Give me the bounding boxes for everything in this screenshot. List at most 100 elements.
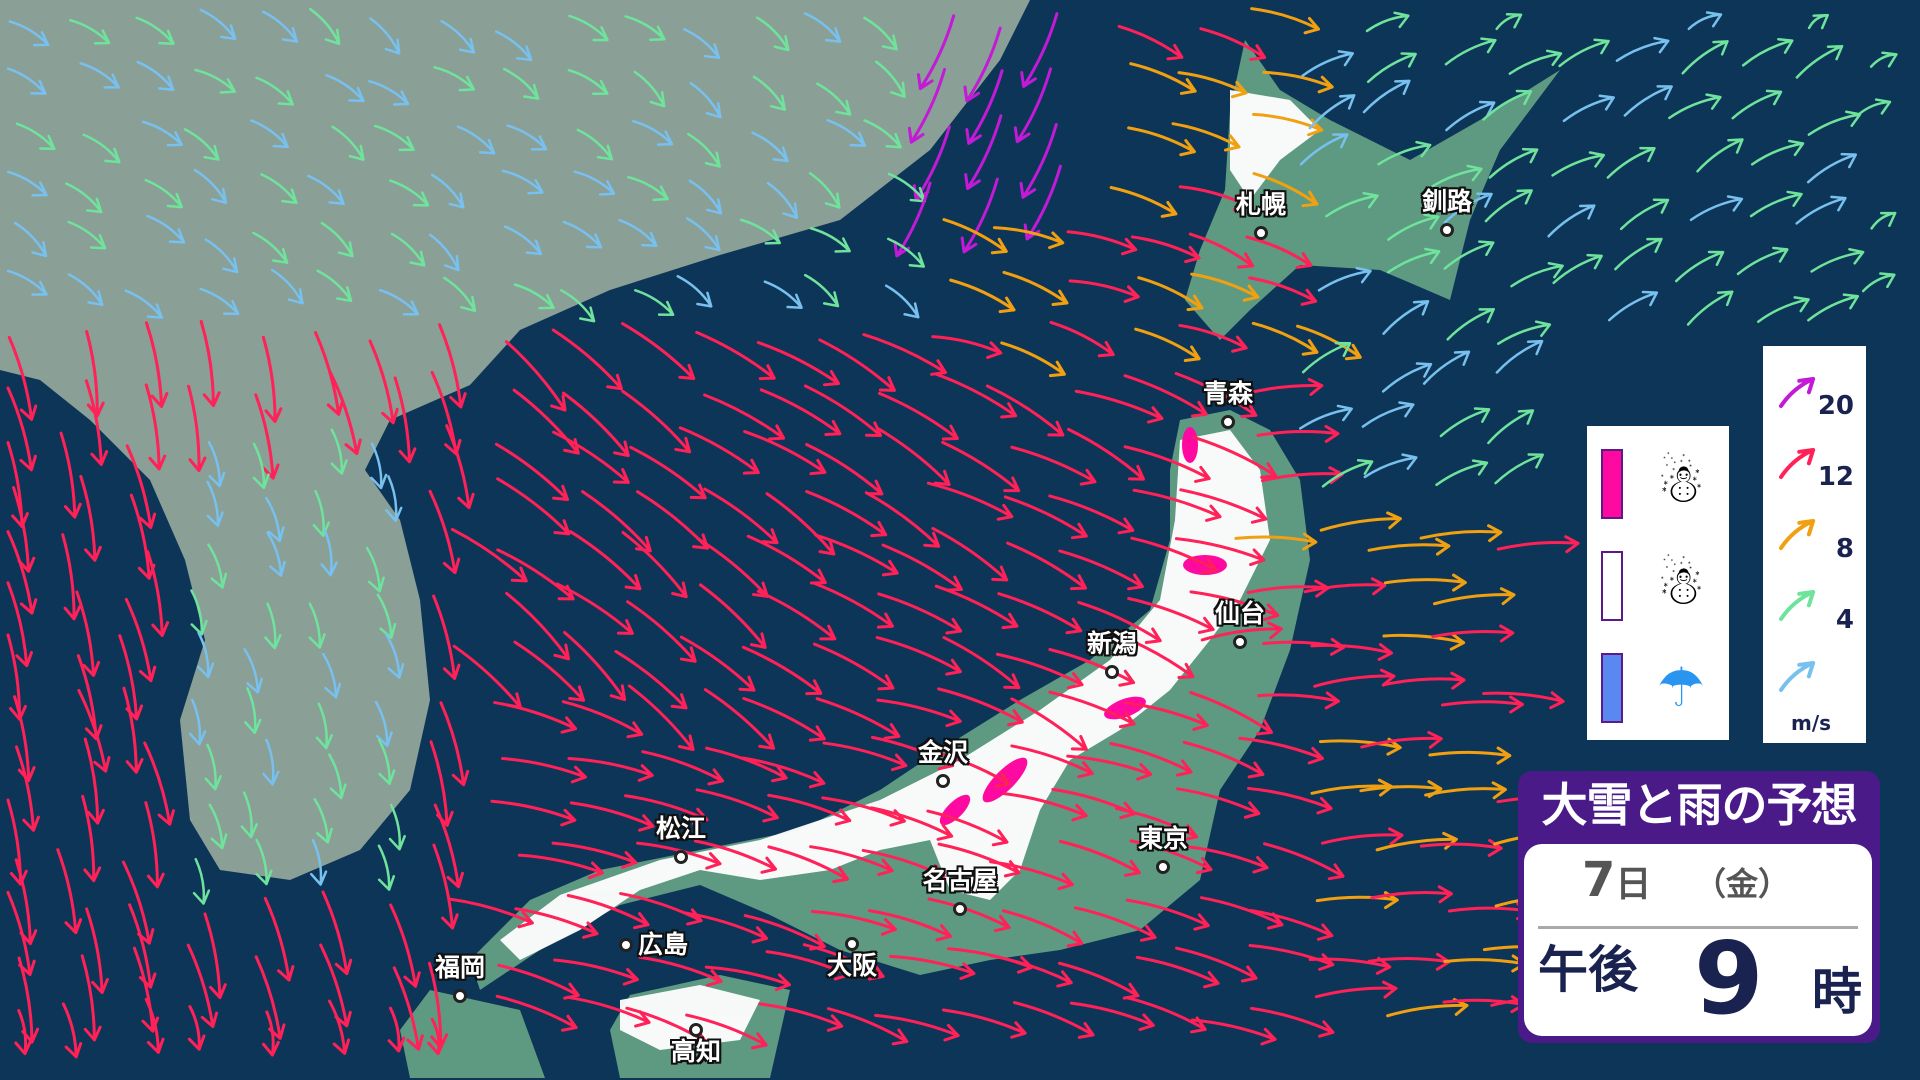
wind-arrow: [1299, 404, 1353, 430]
wind-arrow: [809, 226, 851, 253]
snow-swatch: [1601, 551, 1623, 621]
wind-arrow: [6, 441, 29, 528]
wind-arrow: [260, 173, 298, 205]
wind-arrow: [1137, 276, 1204, 312]
wind-arrow: [6, 269, 48, 296]
wind-arrow: [193, 168, 228, 204]
wind-arrow: [1247, 786, 1333, 815]
wind-arrow: [1807, 293, 1860, 322]
city-label: 名古屋: [922, 866, 998, 895]
wind-arrow: [309, 7, 341, 46]
wind-arrow: [1200, 621, 1283, 642]
wind-arrow: [370, 442, 388, 490]
wind-arrow: [365, 546, 385, 593]
wind-arrow: [826, 119, 867, 147]
city-label: 大阪: [826, 951, 878, 980]
wind-arrow: [1238, 736, 1324, 765]
wind-arrow: [207, 441, 226, 488]
wind-arrow: [1861, 272, 1896, 293]
wind-arrow: [566, 894, 650, 930]
wind-arrow: [1174, 537, 1266, 567]
wind-arrow: [136, 60, 175, 91]
kyushu: [400, 990, 545, 1078]
wind-arrow: [1497, 320, 1552, 345]
wind-arrow: [432, 843, 459, 930]
wind-arrow: [1123, 445, 1211, 483]
wind-arrow: [803, 12, 842, 43]
wind-arrow: [494, 30, 533, 62]
wind-arrow: [118, 634, 144, 721]
wind-arrow: [812, 581, 894, 629]
wind-arrow: [695, 330, 776, 381]
wind-arrow: [1689, 195, 1744, 222]
wind-arrow: [1013, 67, 1053, 144]
wind-arrow: [1487, 409, 1535, 445]
wind-arrow: [756, 341, 840, 387]
wind-arrow: [803, 273, 840, 308]
wind-arrow: [197, 631, 215, 679]
wind-arrow: [6, 581, 33, 668]
wind-arrow: [1736, 246, 1789, 276]
wind-arrow: [1686, 290, 1734, 326]
wind-arrow: [1381, 362, 1433, 393]
wind-arrow: [456, 125, 496, 155]
wind-arrow: [679, 635, 756, 692]
wind-arrow: [1320, 827, 1404, 846]
city-label: 福岡: [434, 953, 486, 982]
wind-arrow: [1674, 250, 1725, 283]
wind-arrow: [563, 630, 627, 702]
wind-arrow: [827, 1007, 909, 1046]
city-label: 松江: [655, 814, 707, 843]
wind-arrow: [1807, 13, 1829, 30]
wind-arrow: [874, 60, 906, 99]
wind-arrow: [941, 440, 1021, 493]
wind-arrow: [1234, 532, 1318, 551]
wind-arrow: [513, 640, 586, 702]
wind-arrow: [567, 68, 609, 96]
wind-arrow: [632, 119, 674, 146]
wind-arrow: [122, 686, 144, 774]
wind-arrow: [497, 963, 580, 1000]
wind-arrow: [1367, 537, 1451, 556]
wind-arrow: [741, 756, 826, 789]
legend-snow: ☃: [1601, 546, 1721, 626]
wind-arrow: [387, 1006, 406, 1053]
wind-arrow: [385, 633, 405, 679]
wind-arrow: [84, 379, 109, 466]
wind-arrow: [1382, 671, 1466, 690]
wind-arrow: [502, 67, 540, 100]
city-label: 東京: [1137, 824, 1189, 853]
wind-arrow: [1317, 266, 1372, 292]
wind-arrow: [1240, 377, 1324, 397]
wind-arrow: [870, 806, 954, 841]
wind-arrow: [124, 289, 164, 319]
wind-arrow: [1023, 164, 1062, 241]
wind-arrow: [1362, 79, 1411, 114]
wind-arrow: [427, 1017, 446, 1056]
wind-arrow: [627, 684, 695, 752]
wind-arrow: [124, 597, 157, 683]
wind-arrow: [67, 273, 104, 306]
wind-arrow: [254, 393, 280, 480]
wind-arrow: [1779, 660, 1816, 692]
wind-arrow: [1510, 261, 1564, 288]
wind-arrow: [985, 384, 1065, 437]
wind-arrow: [1387, 213, 1440, 241]
heavy-snow-swatch: [1601, 449, 1623, 519]
wind-arrow: [135, 16, 175, 46]
wind-arrow: [503, 225, 543, 256]
wind-arrow: [1192, 435, 1278, 479]
city-dot: [1233, 635, 1247, 649]
wind-arrow: [390, 232, 426, 267]
wind-arrow: [1495, 339, 1544, 374]
wind-arrow: [624, 15, 666, 41]
wind-arrow: [7, 335, 38, 421]
day-number: 7: [1582, 852, 1616, 908]
wind-arrow: [321, 890, 353, 976]
wind-arrow: [1177, 71, 1248, 99]
wind-arrow: [1069, 1001, 1155, 1031]
wind-arrow: [439, 701, 470, 787]
wind-threshold-20: 20: [1817, 391, 1854, 421]
wind-arrow: [1422, 350, 1471, 385]
wind-arrow: [964, 114, 1003, 191]
